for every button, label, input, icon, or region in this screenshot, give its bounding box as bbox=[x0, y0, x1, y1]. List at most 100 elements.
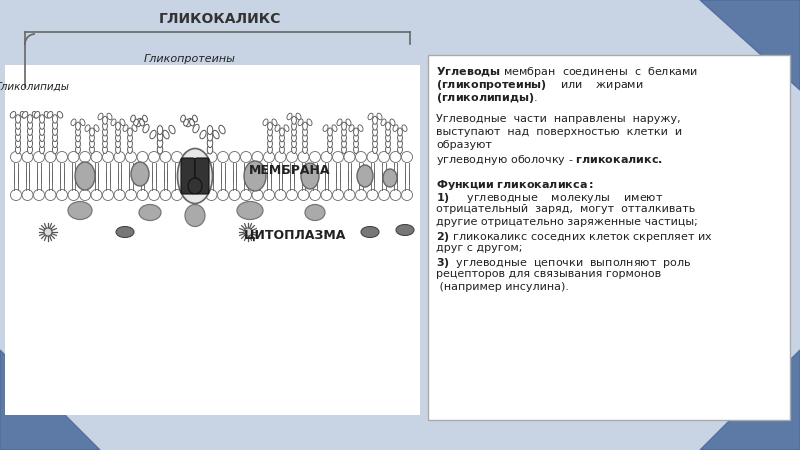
Ellipse shape bbox=[373, 116, 378, 124]
Circle shape bbox=[310, 152, 321, 162]
Ellipse shape bbox=[53, 115, 58, 123]
Ellipse shape bbox=[302, 128, 307, 136]
Ellipse shape bbox=[139, 119, 145, 126]
Ellipse shape bbox=[301, 163, 319, 189]
Circle shape bbox=[252, 189, 263, 201]
Ellipse shape bbox=[328, 128, 333, 136]
Text: $\mathbf{3)}$  углеводные  цепочки  выполняют  роль: $\mathbf{3)}$ углеводные цепочки выполня… bbox=[436, 256, 692, 270]
Circle shape bbox=[241, 189, 251, 201]
Text: $\mathbf{2)}$ гликокаликс соседних клеток скрепляет их: $\mathbf{2)}$ гликокаликс соседних клето… bbox=[436, 230, 713, 244]
Ellipse shape bbox=[342, 122, 346, 130]
Ellipse shape bbox=[354, 140, 358, 148]
Ellipse shape bbox=[134, 119, 138, 126]
Polygon shape bbox=[700, 350, 800, 450]
Ellipse shape bbox=[75, 145, 80, 153]
Polygon shape bbox=[0, 350, 100, 450]
Ellipse shape bbox=[342, 145, 346, 153]
Ellipse shape bbox=[27, 133, 33, 141]
Ellipse shape bbox=[267, 134, 272, 142]
Ellipse shape bbox=[188, 178, 202, 194]
Circle shape bbox=[57, 152, 67, 162]
Ellipse shape bbox=[207, 145, 213, 154]
Ellipse shape bbox=[398, 134, 402, 142]
Ellipse shape bbox=[75, 140, 80, 148]
Ellipse shape bbox=[115, 122, 121, 130]
Ellipse shape bbox=[98, 113, 103, 120]
Ellipse shape bbox=[292, 145, 296, 153]
Ellipse shape bbox=[80, 119, 85, 126]
Ellipse shape bbox=[150, 130, 156, 139]
Ellipse shape bbox=[32, 112, 38, 118]
Circle shape bbox=[229, 152, 240, 162]
Ellipse shape bbox=[34, 112, 40, 118]
Ellipse shape bbox=[53, 145, 58, 154]
Ellipse shape bbox=[39, 145, 45, 154]
FancyBboxPatch shape bbox=[5, 65, 420, 415]
Circle shape bbox=[344, 189, 355, 201]
Circle shape bbox=[378, 189, 390, 201]
Text: $\mathbf{Углеводы}$ мембран  соединены  с  белками: $\mathbf{Углеводы}$ мембран соединены с … bbox=[436, 65, 698, 79]
Ellipse shape bbox=[296, 113, 301, 120]
Ellipse shape bbox=[90, 145, 94, 153]
Ellipse shape bbox=[328, 134, 333, 142]
Ellipse shape bbox=[94, 125, 99, 131]
Ellipse shape bbox=[267, 122, 272, 130]
Ellipse shape bbox=[386, 145, 390, 153]
Ellipse shape bbox=[373, 128, 378, 136]
Circle shape bbox=[241, 152, 251, 162]
Ellipse shape bbox=[354, 134, 358, 142]
Ellipse shape bbox=[115, 134, 121, 142]
Text: $\mathbf{(гликолипиды)}$.: $\mathbf{(гликолипиды)}$. bbox=[436, 91, 538, 105]
Circle shape bbox=[402, 189, 413, 201]
Ellipse shape bbox=[53, 127, 58, 135]
Ellipse shape bbox=[15, 133, 21, 141]
Text: МЕМБРАНА: МЕМБРАНА bbox=[250, 165, 330, 177]
Ellipse shape bbox=[143, 124, 149, 133]
Text: Гликолипиды: Гликолипиды bbox=[0, 81, 70, 91]
Ellipse shape bbox=[237, 202, 263, 220]
Ellipse shape bbox=[368, 113, 373, 120]
Circle shape bbox=[402, 152, 413, 162]
Ellipse shape bbox=[305, 204, 325, 220]
Ellipse shape bbox=[292, 134, 296, 142]
Ellipse shape bbox=[142, 115, 147, 122]
Ellipse shape bbox=[39, 115, 45, 123]
Circle shape bbox=[390, 152, 401, 162]
Circle shape bbox=[321, 152, 332, 162]
Ellipse shape bbox=[68, 202, 92, 220]
Ellipse shape bbox=[186, 118, 192, 127]
Ellipse shape bbox=[373, 140, 378, 148]
Ellipse shape bbox=[39, 121, 45, 129]
Circle shape bbox=[344, 152, 355, 162]
Ellipse shape bbox=[292, 140, 296, 148]
Ellipse shape bbox=[342, 140, 346, 148]
Ellipse shape bbox=[302, 140, 307, 148]
Ellipse shape bbox=[27, 115, 33, 123]
Text: (например инсулина).: (например инсулина). bbox=[436, 282, 569, 292]
Circle shape bbox=[310, 189, 321, 201]
Ellipse shape bbox=[207, 126, 213, 135]
Ellipse shape bbox=[102, 116, 107, 124]
Circle shape bbox=[218, 189, 229, 201]
Circle shape bbox=[45, 189, 56, 201]
Ellipse shape bbox=[123, 125, 128, 131]
Ellipse shape bbox=[398, 140, 402, 148]
Ellipse shape bbox=[15, 115, 21, 123]
Ellipse shape bbox=[396, 225, 414, 235]
Ellipse shape bbox=[22, 112, 28, 118]
Ellipse shape bbox=[53, 139, 58, 148]
Ellipse shape bbox=[15, 139, 21, 148]
Ellipse shape bbox=[39, 139, 45, 148]
Ellipse shape bbox=[107, 113, 112, 120]
Text: образуют: образуют bbox=[436, 140, 492, 150]
Ellipse shape bbox=[27, 121, 33, 129]
Ellipse shape bbox=[39, 127, 45, 135]
Ellipse shape bbox=[357, 165, 373, 187]
Ellipse shape bbox=[15, 121, 21, 129]
Ellipse shape bbox=[39, 133, 45, 141]
Ellipse shape bbox=[207, 132, 213, 141]
Ellipse shape bbox=[20, 112, 26, 118]
Circle shape bbox=[367, 152, 378, 162]
Ellipse shape bbox=[120, 119, 125, 126]
Ellipse shape bbox=[128, 145, 133, 153]
